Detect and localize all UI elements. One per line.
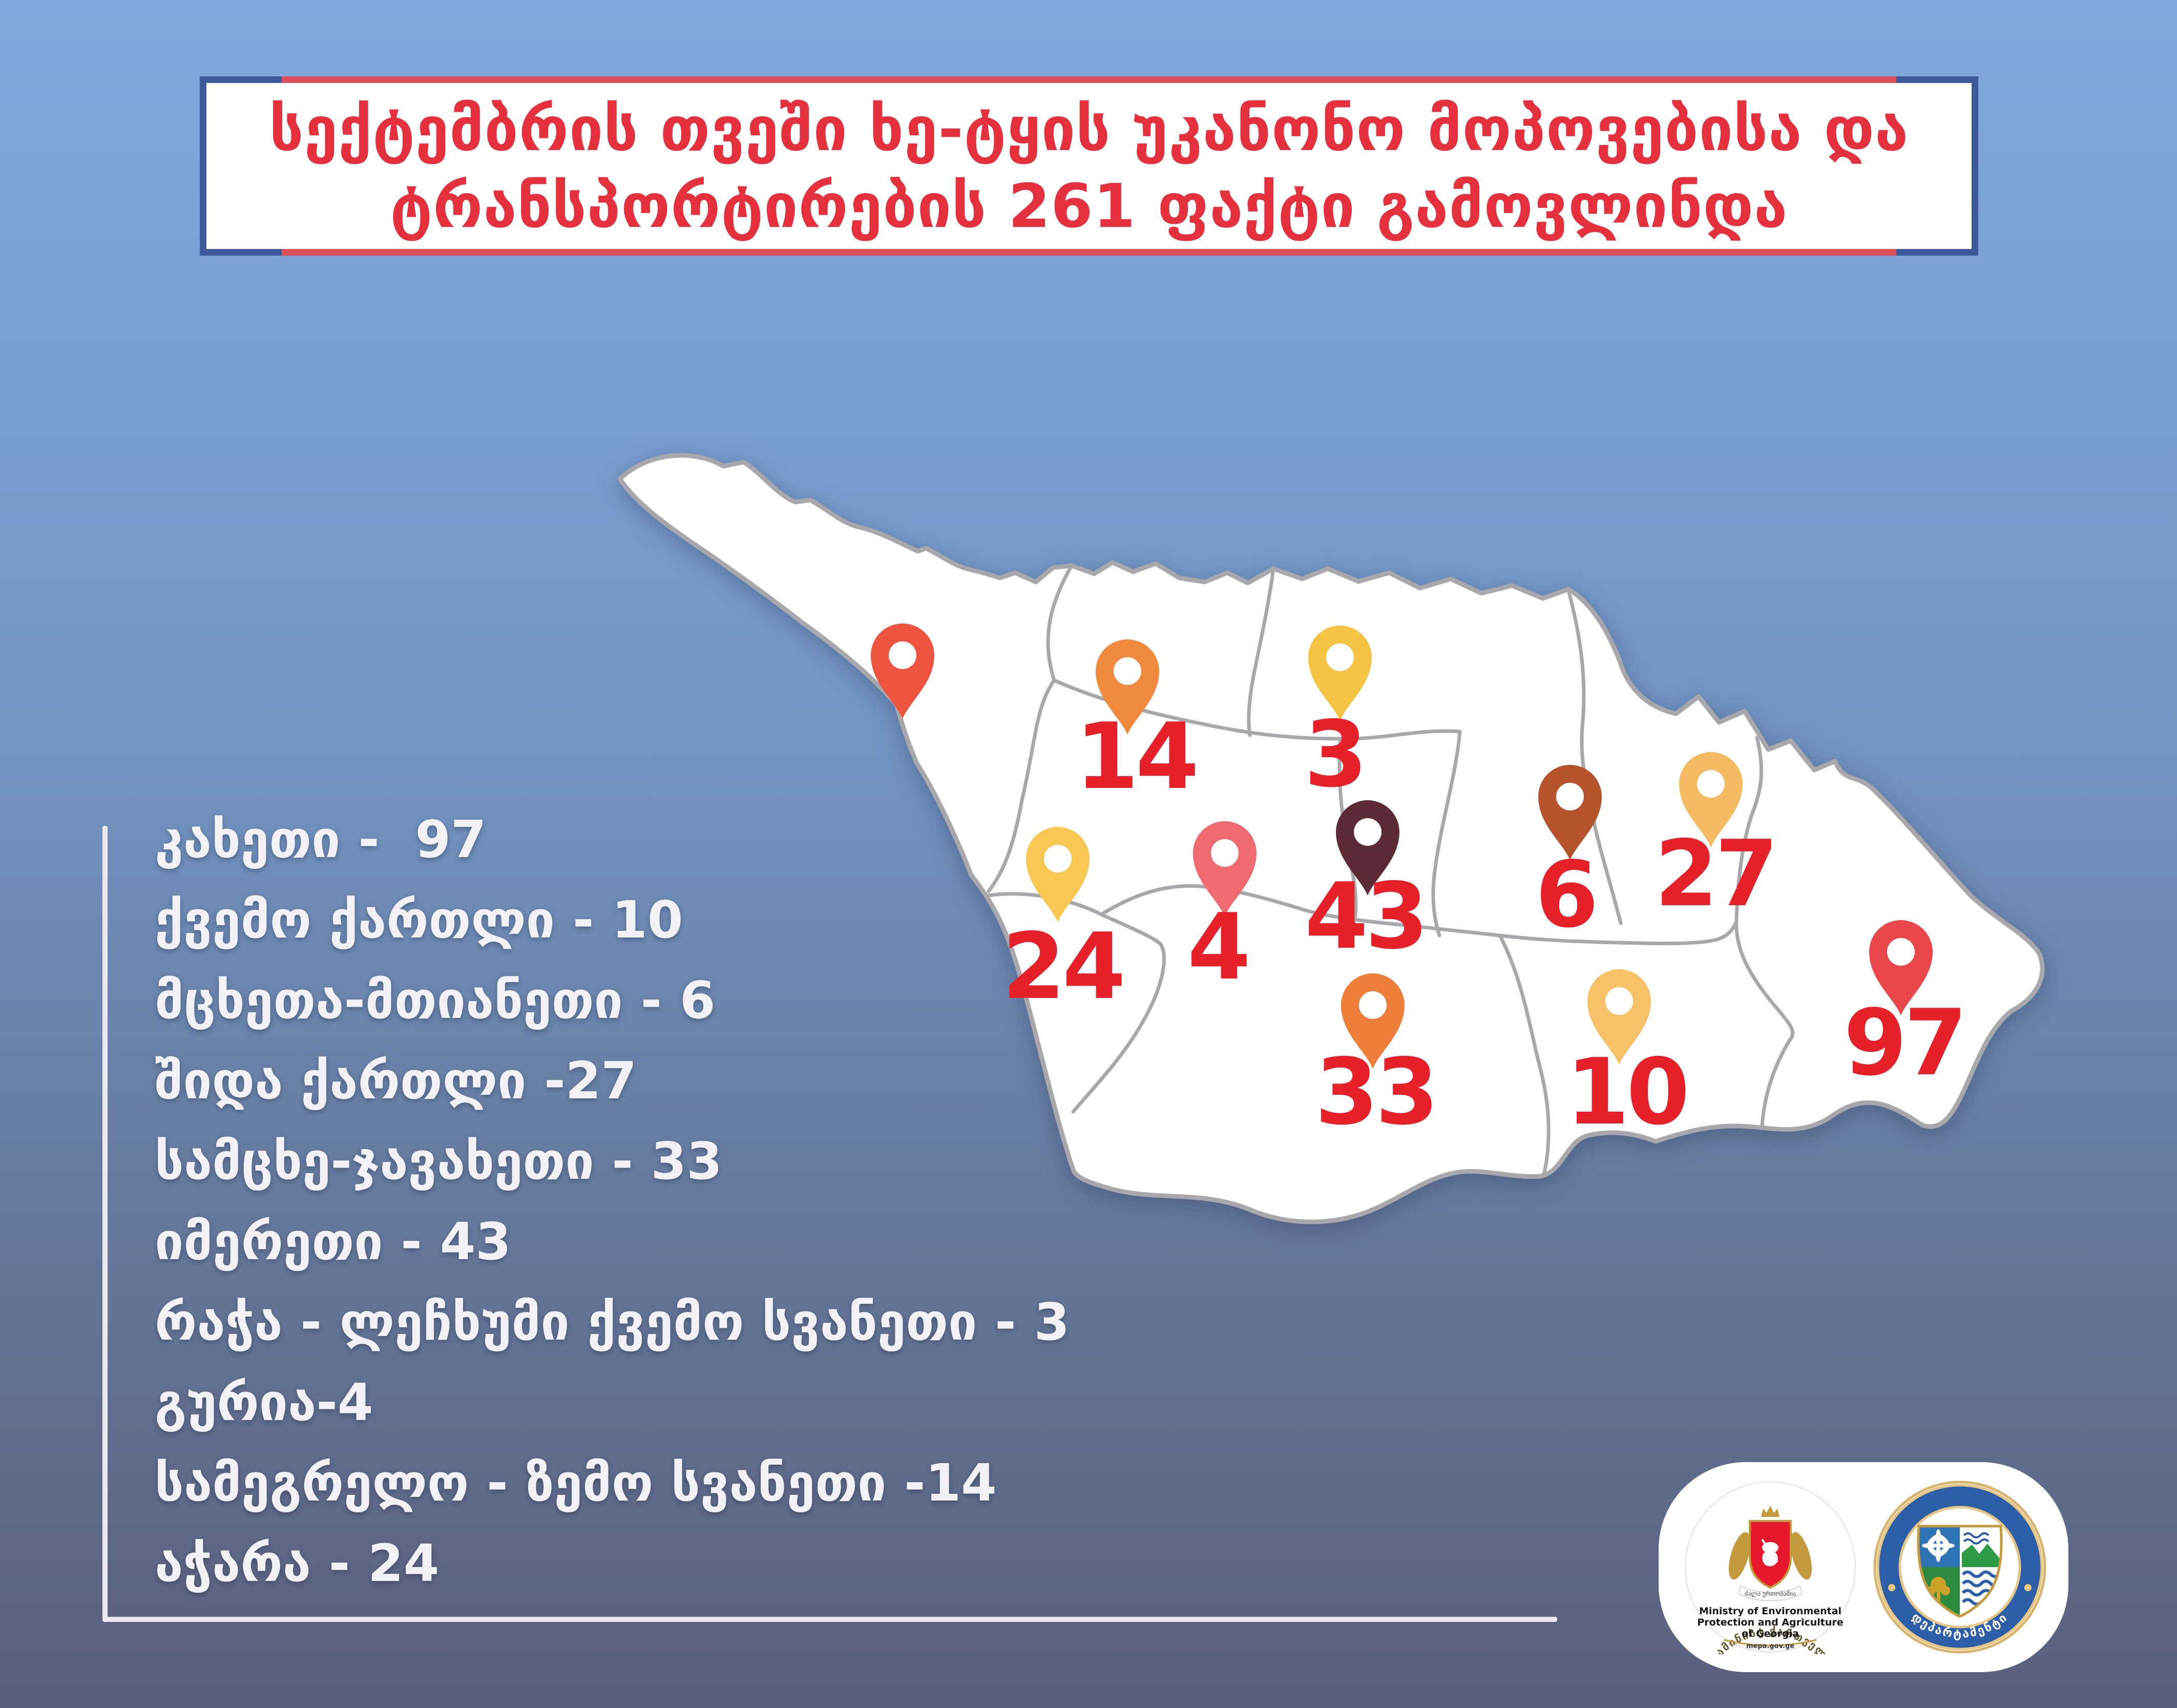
gold-ring-inner bbox=[1898, 1506, 2021, 1629]
mountains-icon bbox=[1962, 1544, 2001, 1567]
georgia-landmass bbox=[617, 453, 2045, 1224]
region-list-item: აჭარა - 24 bbox=[155, 1533, 439, 1593]
pin-number-label: 10 bbox=[1566, 1039, 1687, 1145]
region-list-item: მცხეთა-მთიანეთი - 6 bbox=[155, 970, 716, 1030]
region-list-item: იმერეთი - 43 bbox=[155, 1212, 511, 1272]
map-pin-10: 10 bbox=[1566, 969, 1690, 1145]
map-pin-6: 6 bbox=[1535, 765, 1602, 948]
motto-ribbon bbox=[1738, 1585, 1803, 1601]
border-upper-kartli bbox=[1431, 730, 1462, 938]
pin-number-label: 97 bbox=[1844, 990, 1964, 1096]
map-pin-24: 24 bbox=[1002, 827, 1126, 1019]
mepa-en-line2: Protection and Agriculture bbox=[1697, 1617, 1843, 1628]
mepa-en-line1: Ministry of Environmental bbox=[1699, 1606, 1841, 1617]
map-pin-icon bbox=[871, 623, 934, 719]
map-pin-43: 43 bbox=[1305, 800, 1429, 969]
st-george-horse bbox=[1762, 1550, 1778, 1567]
crown-icon bbox=[1761, 1506, 1780, 1517]
pin-number-label: 4 bbox=[1187, 894, 1248, 1000]
heraldic-lion-right-icon bbox=[1790, 1532, 1812, 1580]
page-title: სექტემბრის თვეში ხე-ტყის უკანონო მოპოვებ… bbox=[200, 91, 1978, 244]
blue-ring-band bbox=[1878, 1485, 2042, 1649]
heraldic-lion-left-icon bbox=[1728, 1532, 1751, 1580]
border-shidakartli-mtskheta bbox=[1566, 588, 1623, 925]
pin-number-label: 3 bbox=[1304, 701, 1365, 807]
georgia-map: 14 3 24 4 43 6 27 33 10 97 bbox=[617, 453, 2045, 1224]
mepa-ministry-logo: საქართველოს გარემოს დაცვისა და სოფლის მე… bbox=[1685, 1482, 1856, 1654]
page-title-line1: სექტემბრის თვეში ხე-ტყის უკანონო მოპოვებ… bbox=[269, 94, 1909, 164]
shield-outline bbox=[1917, 1525, 2003, 1618]
pin-number-label: 24 bbox=[1002, 913, 1123, 1019]
region-list-item: სამეგრელო - ზემო სვანეთი -14 bbox=[155, 1453, 997, 1513]
banner-border-left bbox=[200, 76, 206, 256]
gold-dot-left bbox=[1888, 1584, 1895, 1591]
motto-text: ძალა ერთობაშია bbox=[1745, 1590, 1796, 1597]
map-pin-4: 4 bbox=[1187, 821, 1257, 1000]
map-pin-27: 27 bbox=[1655, 752, 1778, 927]
gold-arc bbox=[1724, 1639, 1817, 1647]
st-george-lance bbox=[1761, 1538, 1778, 1563]
banner-border-right bbox=[1972, 76, 1978, 256]
border-samegrelo bbox=[987, 564, 1074, 893]
region-list-item: რაჭა - ლეჩხუმი ქვემო სვანეთი - 3 bbox=[155, 1292, 1070, 1352]
gold-dot-right bbox=[2024, 1584, 2032, 1591]
map-pin-97: 97 bbox=[1844, 920, 1967, 1096]
gold-ring-outer bbox=[1876, 1484, 2043, 1651]
banner-border-top bbox=[200, 76, 1978, 83]
map-pin-3: 3 bbox=[1304, 626, 1372, 807]
flag-wave-icon-2 bbox=[1963, 1538, 1990, 1545]
list-frame-horizontal-line bbox=[102, 1617, 1557, 1622]
region-list: კახეთი - 97 ქვემო ქართლი - 10 მცხეთა-მთიან… bbox=[155, 799, 1070, 1603]
map-pin-14: 14 bbox=[1075, 639, 1199, 809]
list-frame-vertical-line bbox=[102, 826, 108, 1621]
flag-wave-icon bbox=[1963, 1532, 1990, 1538]
border-kakheti-kvemokartli bbox=[1760, 1035, 1794, 1128]
region-list-item: კახეთი - 97 bbox=[155, 809, 487, 869]
region-list-item: შიდა ქართლი -27 bbox=[155, 1051, 637, 1111]
pin-number-label: 43 bbox=[1305, 863, 1426, 969]
logo-panel: საქართველოს გარემოს დაცვისა და სოფლის მე… bbox=[1659, 1462, 2068, 1672]
map-pin-33: 33 bbox=[1315, 973, 1439, 1145]
page-title-line2: ტრანსპორტირების 261 ფაქტი გამოვლინდა bbox=[390, 171, 1788, 241]
region-list-item: ქვემო ქართლი - 10 bbox=[155, 890, 683, 950]
border-kakheti-west bbox=[1734, 736, 1795, 1039]
pin-number-label: 27 bbox=[1655, 821, 1775, 927]
supervision-department-logo: გარემოსდაცვითი ზედამხედველობის დეპარტამე… bbox=[1873, 1481, 2046, 1654]
pin-number-label: 6 bbox=[1535, 842, 1596, 948]
border-svaneti-racha bbox=[1247, 567, 1275, 737]
georgia-coat-of-arms: ძალა ერთობაშია bbox=[1728, 1506, 1812, 1601]
pin-number-label: 33 bbox=[1315, 1039, 1436, 1145]
banner-border-bottom bbox=[200, 249, 1978, 256]
mepa-en-line3: of Georgia bbox=[1742, 1628, 1799, 1639]
border-guria-imereti bbox=[1099, 884, 1502, 938]
map-pins-layer: 14 3 24 4 43 6 27 33 10 97 bbox=[871, 623, 1967, 1145]
pinwheel-flower-icon bbox=[1922, 1529, 1955, 1562]
pin-number-label: 14 bbox=[1075, 703, 1196, 809]
region-list-item: გურია-4 bbox=[155, 1372, 373, 1432]
title-banner: სექტემბრის თვეში ხე-ტყის უკანონო მოპოვებ… bbox=[200, 76, 1978, 256]
mepa-site: mepa.gov.ge bbox=[1746, 1642, 1794, 1650]
border-kvemokartli-north bbox=[1498, 919, 1739, 946]
region-list-item: სამცხე-ჯავახეთი - 33 bbox=[155, 1131, 722, 1191]
border-samtskhe-kvemokartli bbox=[1498, 933, 1551, 1177]
